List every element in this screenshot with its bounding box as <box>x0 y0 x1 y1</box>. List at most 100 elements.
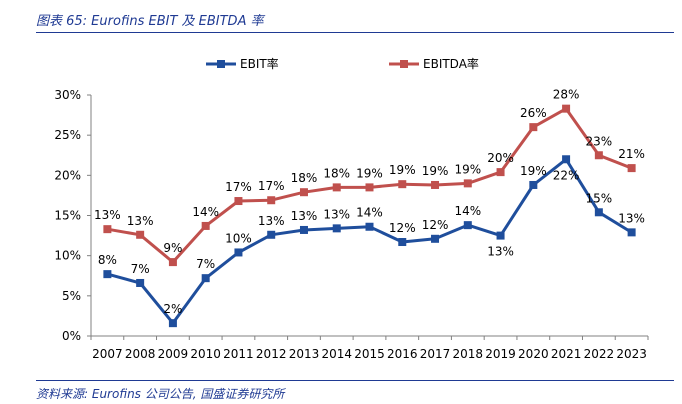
y-tick-label: 25% <box>54 128 81 142</box>
series-0-data-label: 8% <box>98 253 117 267</box>
series-0-point <box>168 319 177 328</box>
series-0-data-label: 13% <box>323 207 350 221</box>
series-1-point <box>103 225 112 234</box>
series-0-data-label: 13% <box>291 209 318 223</box>
series-1-data-label: 18% <box>323 166 350 180</box>
series-0-data-label: 22% <box>553 168 580 182</box>
y-tick-label: 30% <box>54 88 81 102</box>
x-tick-label: 2020 <box>518 347 549 361</box>
series-0-point <box>627 228 636 237</box>
series-1-point <box>365 183 374 192</box>
series-1-data-label: 13% <box>94 208 121 222</box>
chart-series <box>103 104 636 328</box>
series-1-data-label: 28% <box>553 88 580 102</box>
legend-label-0: EBIT率 <box>240 56 279 71</box>
series-1-point <box>594 151 603 160</box>
series-1-data-label: 19% <box>356 166 383 180</box>
series-1-point <box>496 168 505 177</box>
series-0-data-label: 2% <box>163 302 182 316</box>
series-1-point <box>529 123 538 132</box>
x-tick-label: 2015 <box>354 347 385 361</box>
series-0-point <box>201 274 210 283</box>
series-1-point <box>267 196 276 205</box>
x-tick-label: 2009 <box>158 347 189 361</box>
series-0-point <box>332 224 341 233</box>
legend-marker-1 <box>400 60 408 68</box>
series-1-point <box>398 180 407 189</box>
series-1-data-label: 18% <box>291 171 318 185</box>
x-tick-label: 2011 <box>223 347 254 361</box>
x-tick-label: 2017 <box>420 347 451 361</box>
x-tick-label: 2023 <box>616 347 647 361</box>
series-0-point <box>234 248 243 257</box>
series-1-data-label: 21% <box>618 147 645 161</box>
series-0-point <box>103 270 112 279</box>
source-divider <box>36 380 674 381</box>
series-1-data-label: 17% <box>258 179 285 193</box>
series-1-point <box>234 197 243 206</box>
series-0-point <box>463 221 472 230</box>
series-0-data-label: 12% <box>422 218 449 232</box>
y-tick-label: 0% <box>62 329 81 343</box>
series-1-data-label: 19% <box>389 163 416 177</box>
x-tick-label: 2007 <box>92 347 123 361</box>
x-tick-label: 2014 <box>321 347 352 361</box>
series-0-point <box>136 278 145 287</box>
series-0-point <box>431 234 440 243</box>
x-tick-label: 2013 <box>289 347 320 361</box>
series-1-data-label: 14% <box>192 205 219 219</box>
x-tick-label: 2010 <box>190 347 221 361</box>
series-1-point <box>299 188 308 197</box>
legend-label-1: EBITDA率 <box>423 56 479 71</box>
y-tick-label: 5% <box>62 289 81 303</box>
y-tick-label: 10% <box>54 249 81 263</box>
series-1-point <box>463 179 472 188</box>
series-0-data-label: 7% <box>131 262 150 276</box>
series-0-point <box>529 180 538 189</box>
series-1-point <box>627 164 636 173</box>
series-1-point <box>562 104 571 113</box>
series-0-point <box>299 225 308 234</box>
series-0-data-label: 7% <box>196 257 215 271</box>
y-tick-label: 15% <box>54 209 81 223</box>
series-1-point <box>332 183 341 192</box>
chart-data-labels: 8% 7% 2% 7% 10% 13% 13% 13% 14% 12% 12% 14% 13% 19% 22… <box>94 88 645 316</box>
series-0-point <box>496 231 505 240</box>
x-tick-label: 2022 <box>584 347 615 361</box>
series-1-data-label: 17% <box>225 180 252 194</box>
series-1-data-label: 19% <box>422 164 449 178</box>
series-0-data-label: 13% <box>258 214 285 228</box>
series-0-data-label: 14% <box>356 206 383 220</box>
series-0-data-label: 10% <box>225 231 252 245</box>
x-tick-label: 2021 <box>551 347 582 361</box>
series-0-data-label: 13% <box>487 245 514 259</box>
series-1-point <box>201 221 210 230</box>
series-0-point <box>594 208 603 217</box>
legend-marker-0 <box>217 60 225 68</box>
chart-legend: EBIT率 EBITDA率 <box>206 56 479 71</box>
series-0-data-label: 19% <box>520 164 547 178</box>
figure-source: 资料来源: Eurofins 公司公告, 国盛证券研究所 <box>36 387 285 401</box>
series-1-data-label: 20% <box>487 151 514 165</box>
x-tick-label: 2016 <box>387 347 418 361</box>
y-tick-label: 20% <box>54 168 81 182</box>
title-divider <box>36 32 674 33</box>
series-0-point <box>365 222 374 231</box>
series-0-data-label: 15% <box>586 191 613 205</box>
series-1-point <box>168 258 177 267</box>
series-0-point <box>562 155 571 164</box>
series-1-data-label: 9% <box>163 241 182 255</box>
series-1-data-label: 19% <box>454 162 481 176</box>
figure-title: 图表 65: Eurofins EBIT 及 EBITDA 率 <box>36 14 264 29</box>
x-tick-label: 2019 <box>485 347 516 361</box>
x-tick-label: 2018 <box>453 347 484 361</box>
series-0-data-label: 14% <box>454 204 481 218</box>
series-0-point <box>398 238 407 247</box>
series-1-point <box>431 180 440 189</box>
x-tick-label: 2012 <box>256 347 287 361</box>
series-0-data-label: 12% <box>389 221 416 235</box>
chart-axes: 0%5%10%15%20%25%30%2007 2008 2009 2010 2011 2… <box>54 88 649 361</box>
series-0-point <box>267 230 276 239</box>
series-1-point <box>136 230 145 239</box>
